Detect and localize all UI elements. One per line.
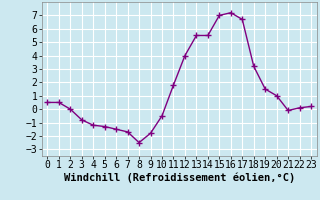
X-axis label: Windchill (Refroidissement éolien,°C): Windchill (Refroidissement éolien,°C) bbox=[64, 173, 295, 183]
